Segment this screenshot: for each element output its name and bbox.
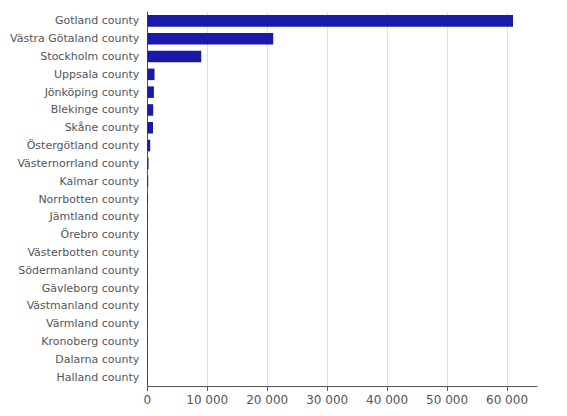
svg-text:Södermanland county: Södermanland county [18,264,140,277]
svg-text:40 000: 40 000 [366,393,408,407]
svg-text:Örebro county: Örebro county [61,228,140,241]
svg-text:Skåne county: Skåne county [65,121,140,134]
svg-text:Gävleborg county: Gävleborg county [42,282,140,295]
svg-text:Jönköping county: Jönköping county [44,86,140,99]
svg-text:20 000: 20 000 [246,393,288,407]
svg-text:Uppsala county: Uppsala county [54,68,140,81]
svg-text:10 000: 10 000 [186,393,228,407]
svg-text:Östergötland county: Östergötland county [27,139,140,152]
svg-text:Halland county: Halland county [56,371,139,384]
svg-text:60 000: 60 000 [486,393,528,407]
svg-text:0: 0 [143,393,151,407]
svg-text:Kalmar county: Kalmar county [59,175,139,188]
svg-text:Värmland county: Värmland county [46,317,140,330]
svg-text:Gotland county: Gotland county [55,14,140,27]
svg-text:Västra Götaland county: Västra Götaland county [10,32,140,45]
svg-text:Stockholm county: Stockholm county [40,50,139,63]
svg-text:Dalarna county: Dalarna county [55,353,140,366]
svg-text:50 000: 50 000 [426,393,468,407]
svg-text:Västerbotten county: Västerbotten county [27,246,139,259]
svg-text:Jämtland county: Jämtland county [49,210,140,223]
svg-text:Norrbotten county: Norrbotten county [38,193,139,206]
svg-text:Kronoberg county: Kronoberg county [41,335,140,348]
svg-text:Blekinge county: Blekinge county [51,103,140,116]
svg-text:30 000: 30 000 [306,393,348,407]
svg-text:Västmanland county: Västmanland county [27,299,140,312]
svg-text:Västernorrland county: Västernorrland county [17,157,139,170]
